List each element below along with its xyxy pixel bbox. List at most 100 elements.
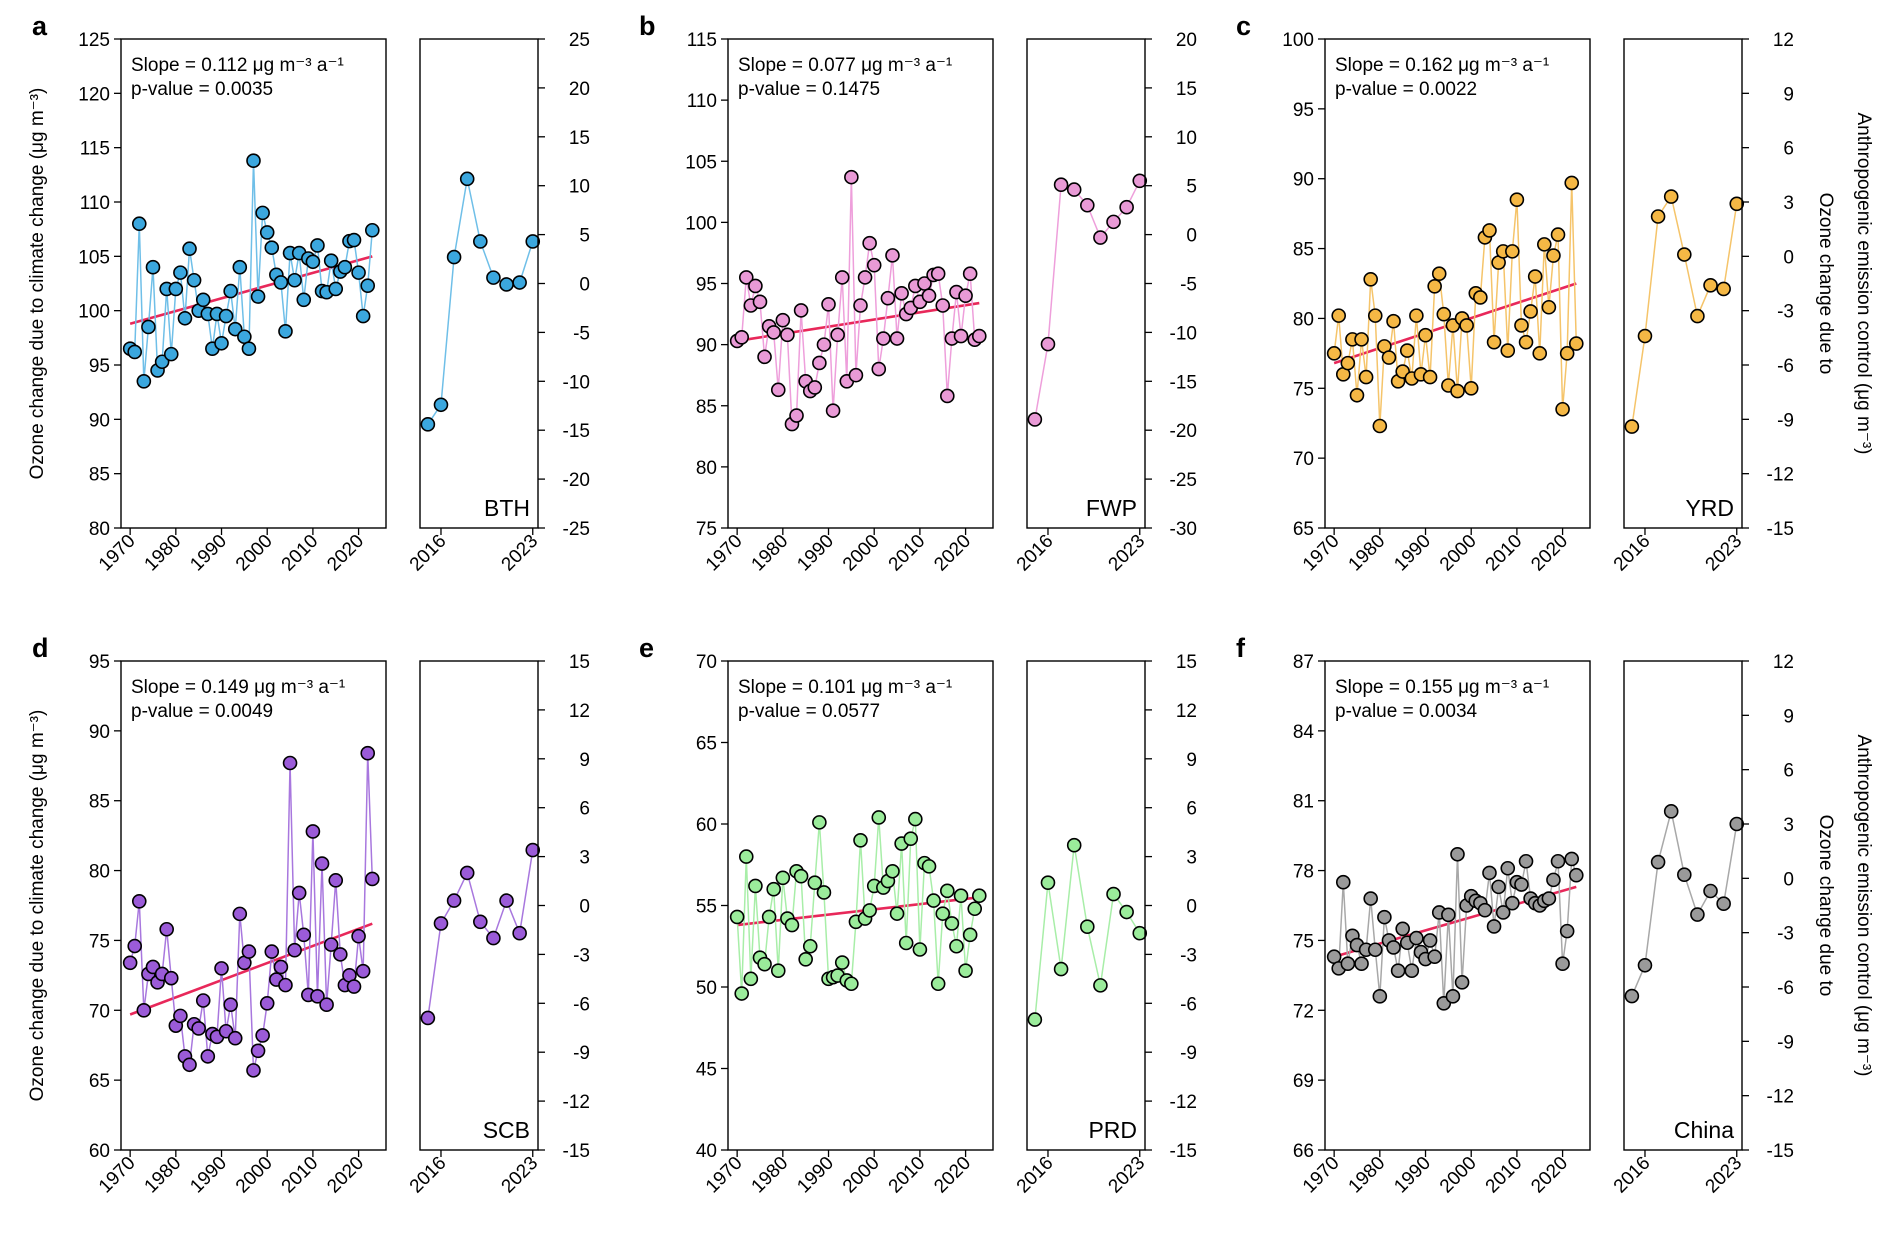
y-tick-label: 110 <box>80 193 110 214</box>
data-point <box>821 296 836 312</box>
inset-point <box>1132 925 1148 941</box>
data-point <box>866 257 882 273</box>
y2-tick-label: -9 <box>573 1043 590 1064</box>
data-point <box>1518 334 1534 350</box>
x-tick-label: 1980 <box>141 1153 186 1198</box>
data-point <box>1450 846 1465 862</box>
data-point <box>351 928 366 944</box>
data-point <box>323 937 339 952</box>
y2-tick-label: 9 <box>579 750 590 771</box>
y-tick-label: 95 <box>89 652 110 673</box>
inset-point <box>1663 189 1679 204</box>
data-point <box>775 870 791 886</box>
y2-tick-label: -15 <box>1170 1141 1197 1162</box>
y2-tick-label: -9 <box>1777 1032 1794 1053</box>
inset-point <box>1080 197 1095 213</box>
y2-tick-label: -6 <box>1777 978 1794 999</box>
x-tick-label: 2010 <box>278 531 323 576</box>
data-point <box>912 942 928 957</box>
y2-tick-label: -25 <box>563 519 590 540</box>
inset-point <box>1093 230 1108 245</box>
data-point <box>177 310 193 326</box>
y-tick-label: 70 <box>89 1001 110 1022</box>
data-point <box>1550 853 1566 869</box>
inset-point <box>486 270 501 285</box>
data-point <box>748 278 763 294</box>
plot-frame <box>1324 660 1591 1151</box>
y2-tick-label: -12 <box>1170 1092 1197 1113</box>
data-point <box>876 331 891 346</box>
inset-point <box>446 893 462 908</box>
data-point <box>834 955 850 970</box>
y-tick-label: 100 <box>685 213 717 234</box>
x-tick-label: 2000 <box>1436 531 1481 576</box>
x-tick-label: 2000 <box>839 531 884 576</box>
data-point <box>1509 192 1525 207</box>
y2-tick-label: 12 <box>569 701 590 722</box>
data-point <box>853 298 868 313</box>
inset-point <box>1080 919 1095 934</box>
data-point <box>200 1049 216 1064</box>
data-point <box>1459 318 1474 333</box>
data-point <box>1431 266 1447 282</box>
y2-tick-label: 25 <box>569 30 590 51</box>
data-point <box>333 947 348 962</box>
data-point <box>259 995 275 1011</box>
data-point <box>1477 902 1493 918</box>
y2-tick-label: 9 <box>1186 750 1197 771</box>
data-point <box>255 1028 270 1043</box>
data-point <box>1395 921 1410 937</box>
data-point <box>743 971 759 987</box>
inset-point <box>1066 837 1082 853</box>
data-point <box>908 811 923 827</box>
data-point <box>830 327 845 343</box>
data-point <box>182 1057 197 1073</box>
y-tick-label: 70 <box>696 652 717 673</box>
data-point <box>761 909 777 925</box>
data-point <box>1550 227 1566 242</box>
data-point <box>848 367 864 383</box>
y2-tick-label: 3 <box>1783 815 1794 836</box>
data-point <box>1482 865 1497 881</box>
data-point <box>734 986 750 1001</box>
inset-point <box>1703 883 1718 899</box>
data-point <box>807 875 823 890</box>
y2-tick-label: 6 <box>1783 761 1794 782</box>
y2-tick-label: 12 <box>1176 701 1197 722</box>
data-point <box>364 222 380 238</box>
y2-axis-label: Anthropogenic emission control (μg m⁻³) <box>1853 735 1874 1077</box>
data-point <box>789 408 804 423</box>
x-tick-label: 2000 <box>232 531 277 576</box>
data-point <box>1340 956 1356 972</box>
y2-tick-label: -25 <box>1170 470 1197 491</box>
data-point <box>1381 350 1397 365</box>
data-point <box>364 871 380 887</box>
data-point <box>1422 369 1438 385</box>
panel-letter: a <box>32 11 48 41</box>
data-point <box>871 361 887 377</box>
data-point <box>186 272 202 288</box>
y2-tick-label: -12 <box>1767 465 1794 486</box>
y-tick-label: 60 <box>696 815 717 836</box>
inset-point <box>459 865 475 881</box>
x-tick-label: 1990 <box>793 531 838 576</box>
y-tick-label: 80 <box>696 458 717 479</box>
data-point <box>250 289 266 304</box>
annotation: p-value = 0.0034 <box>1335 701 1478 722</box>
x-tick-label: 2020 <box>1527 531 1572 576</box>
inset-point <box>1690 308 1705 324</box>
data-point <box>1367 308 1383 323</box>
y-tick-label: 75 <box>89 931 110 952</box>
y-tick-label: 65 <box>696 734 717 755</box>
data-point <box>1505 895 1520 911</box>
data-point <box>802 938 818 954</box>
x-tick-label: 2016 <box>406 1153 451 1198</box>
y2-tick-label: -5 <box>1180 275 1197 296</box>
data-point <box>136 373 152 389</box>
inset-point <box>499 277 514 292</box>
x-tick-label: 2023 <box>1702 1153 1747 1198</box>
y2-tick-label: 9 <box>1783 84 1794 105</box>
y2-tick-label: -6 <box>573 994 590 1015</box>
data-point <box>1523 304 1538 319</box>
